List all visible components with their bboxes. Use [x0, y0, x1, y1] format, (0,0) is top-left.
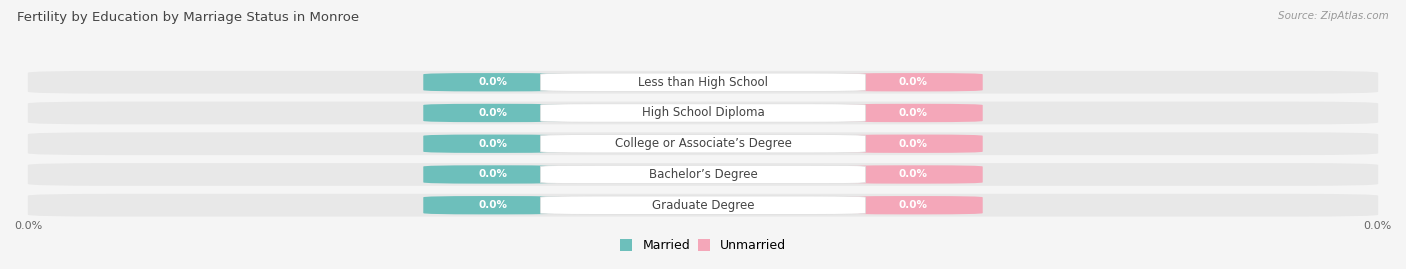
FancyBboxPatch shape: [423, 134, 562, 153]
Text: Bachelor’s Degree: Bachelor’s Degree: [648, 168, 758, 181]
Text: 0.0%: 0.0%: [478, 169, 508, 179]
FancyBboxPatch shape: [423, 104, 562, 122]
Text: 0.0%: 0.0%: [14, 221, 42, 231]
FancyBboxPatch shape: [844, 196, 983, 214]
Text: 0.0%: 0.0%: [898, 77, 928, 87]
FancyBboxPatch shape: [540, 73, 866, 91]
FancyBboxPatch shape: [540, 104, 866, 122]
FancyBboxPatch shape: [844, 73, 983, 91]
Legend: Married, Unmarried: Married, Unmarried: [620, 239, 786, 252]
FancyBboxPatch shape: [540, 196, 866, 214]
Text: 0.0%: 0.0%: [478, 108, 508, 118]
Text: Source: ZipAtlas.com: Source: ZipAtlas.com: [1278, 11, 1389, 21]
Text: Less than High School: Less than High School: [638, 76, 768, 89]
Text: 0.0%: 0.0%: [898, 200, 928, 210]
FancyBboxPatch shape: [28, 194, 1378, 217]
FancyBboxPatch shape: [423, 165, 562, 184]
Text: Fertility by Education by Marriage Status in Monroe: Fertility by Education by Marriage Statu…: [17, 11, 359, 24]
Text: College or Associate’s Degree: College or Associate’s Degree: [614, 137, 792, 150]
Text: 0.0%: 0.0%: [898, 169, 928, 179]
FancyBboxPatch shape: [28, 163, 1378, 186]
FancyBboxPatch shape: [844, 104, 983, 122]
Text: 0.0%: 0.0%: [1364, 221, 1392, 231]
Text: 0.0%: 0.0%: [478, 77, 508, 87]
FancyBboxPatch shape: [540, 134, 866, 153]
FancyBboxPatch shape: [844, 134, 983, 153]
FancyBboxPatch shape: [423, 73, 562, 91]
FancyBboxPatch shape: [28, 102, 1378, 124]
Text: 0.0%: 0.0%: [898, 108, 928, 118]
Text: 0.0%: 0.0%: [478, 200, 508, 210]
Text: 0.0%: 0.0%: [898, 139, 928, 149]
FancyBboxPatch shape: [423, 196, 562, 214]
FancyBboxPatch shape: [540, 165, 866, 184]
FancyBboxPatch shape: [844, 165, 983, 184]
FancyBboxPatch shape: [28, 132, 1378, 155]
FancyBboxPatch shape: [28, 71, 1378, 94]
Text: Graduate Degree: Graduate Degree: [652, 199, 754, 212]
Text: High School Diploma: High School Diploma: [641, 107, 765, 119]
Text: 0.0%: 0.0%: [478, 139, 508, 149]
